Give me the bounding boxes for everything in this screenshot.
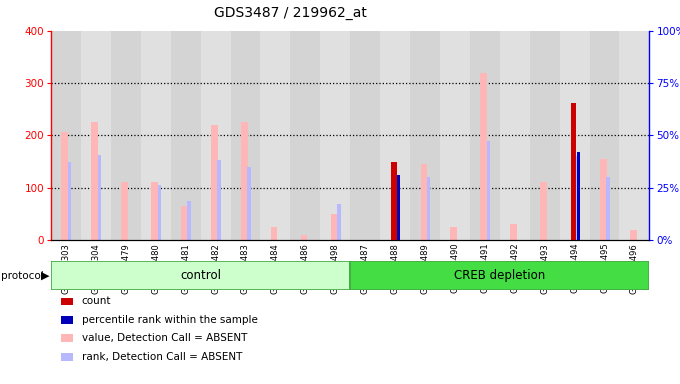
Bar — [68, 162, 71, 240]
Bar — [577, 152, 579, 240]
Bar — [440, 31, 470, 240]
Bar — [391, 162, 396, 240]
Bar — [350, 31, 380, 240]
Bar — [98, 155, 101, 240]
Bar — [320, 31, 350, 240]
Bar — [330, 214, 337, 240]
Bar — [91, 122, 98, 240]
Bar — [571, 103, 576, 240]
Bar — [290, 31, 320, 240]
Text: count: count — [82, 296, 111, 306]
Bar — [500, 31, 530, 240]
Bar — [560, 31, 590, 240]
Bar — [540, 182, 547, 240]
Text: control: control — [180, 269, 221, 282]
Bar — [450, 227, 457, 240]
Bar — [218, 161, 221, 240]
Bar — [350, 261, 649, 290]
Bar — [607, 177, 610, 240]
Bar — [590, 31, 619, 240]
Bar — [260, 31, 290, 240]
Bar — [141, 31, 171, 240]
Text: value, Detection Call = ABSENT: value, Detection Call = ABSENT — [82, 333, 247, 343]
Bar — [181, 206, 188, 240]
Bar — [211, 125, 218, 240]
Bar — [151, 182, 158, 240]
Text: GDS3487 / 219962_at: GDS3487 / 219962_at — [214, 6, 367, 20]
Bar — [301, 235, 307, 240]
Bar — [487, 141, 490, 240]
Bar — [241, 122, 248, 240]
Bar — [188, 201, 191, 240]
Bar — [510, 224, 517, 240]
Bar — [480, 73, 487, 240]
Bar — [530, 31, 560, 240]
Bar — [600, 159, 607, 240]
Bar — [420, 164, 427, 240]
Bar — [410, 31, 440, 240]
Bar — [201, 31, 231, 240]
Bar — [158, 185, 161, 240]
Bar — [81, 31, 111, 240]
Bar — [427, 177, 430, 240]
Bar — [51, 261, 350, 290]
Bar — [337, 204, 341, 240]
Text: rank, Detection Call = ABSENT: rank, Detection Call = ABSENT — [82, 352, 242, 362]
Bar — [51, 31, 81, 240]
Bar — [619, 31, 649, 240]
Bar — [61, 132, 68, 240]
Bar — [248, 167, 251, 240]
Bar — [470, 31, 500, 240]
Bar — [577, 156, 580, 240]
Text: protocol: protocol — [1, 270, 44, 281]
Bar — [397, 175, 400, 240]
Bar — [271, 227, 277, 240]
Text: CREB depletion: CREB depletion — [454, 269, 545, 282]
Text: ▶: ▶ — [41, 270, 49, 281]
Text: percentile rank within the sample: percentile rank within the sample — [82, 315, 258, 325]
Bar — [121, 182, 128, 240]
Bar — [111, 31, 141, 240]
Bar — [630, 230, 636, 240]
Bar — [231, 31, 260, 240]
Bar — [171, 31, 201, 240]
Bar — [380, 31, 410, 240]
